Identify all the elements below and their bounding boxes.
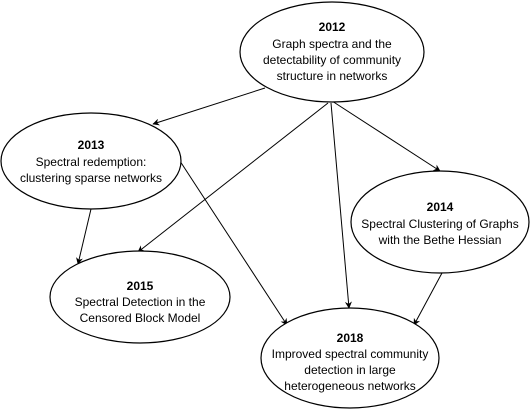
node-2018-ellipse xyxy=(260,307,440,409)
edge-2013-to-2015 xyxy=(76,208,92,265)
node-2018-title-line-2: detection in large xyxy=(304,363,396,377)
edge-2012-to-2015 xyxy=(137,102,329,253)
node-2014-year: 2014 xyxy=(427,200,454,214)
node-2013-title-line-2: clustering sparse networks xyxy=(20,171,162,185)
node-2012: 2012 Graph spectra and the detectability… xyxy=(239,1,425,103)
node-2015-year: 2015 xyxy=(127,279,154,293)
node-2014-title-line-1: Spectral Clustering of Graphs xyxy=(361,217,518,231)
edges xyxy=(76,87,443,326)
node-2013-ellipse xyxy=(0,112,182,210)
node-2013-title-line-1: Spectral redemption: xyxy=(36,155,147,169)
node-2012-title-line-3: structure in networks xyxy=(277,69,388,83)
node-2012-ellipse xyxy=(239,1,425,103)
node-2018-year: 2018 xyxy=(337,331,364,345)
node-2013: 2013 Spectral redemption: clustering spa… xyxy=(0,112,182,210)
node-2015: 2015 Spectral Detection in the Censored … xyxy=(49,250,231,344)
node-2018: 2018 Improved spectral community detecti… xyxy=(260,307,440,409)
edge-2014-to-2018 xyxy=(413,272,443,326)
node-2012-title-line-1: Graph spectra and the xyxy=(272,37,392,51)
node-2014-ellipse xyxy=(350,170,530,274)
node-2015-title-line-2: Censored Block Model xyxy=(80,311,201,325)
node-2014: 2014 Spectral Clustering of Graphs with … xyxy=(350,170,530,274)
node-2015-title-line-1: Spectral Detection in the xyxy=(75,295,206,309)
node-2015-ellipse xyxy=(49,250,231,344)
edge-2012-to-2018 xyxy=(330,102,352,309)
node-2013-year: 2013 xyxy=(78,138,105,152)
node-2014-title-line-2: with the Bethe Hessian xyxy=(378,233,502,247)
node-2018-title-line-1: Improved spectral community xyxy=(272,347,429,361)
node-2018-title-line-3: heterogeneous networks xyxy=(284,379,415,393)
edge-2012-to-2013 xyxy=(152,87,266,126)
edge-2013-to-2018 xyxy=(177,157,288,326)
node-2012-year: 2012 xyxy=(319,20,346,34)
node-2012-title-line-2: detectability of community xyxy=(263,53,401,67)
edge-2012-to-2014 xyxy=(331,100,441,172)
